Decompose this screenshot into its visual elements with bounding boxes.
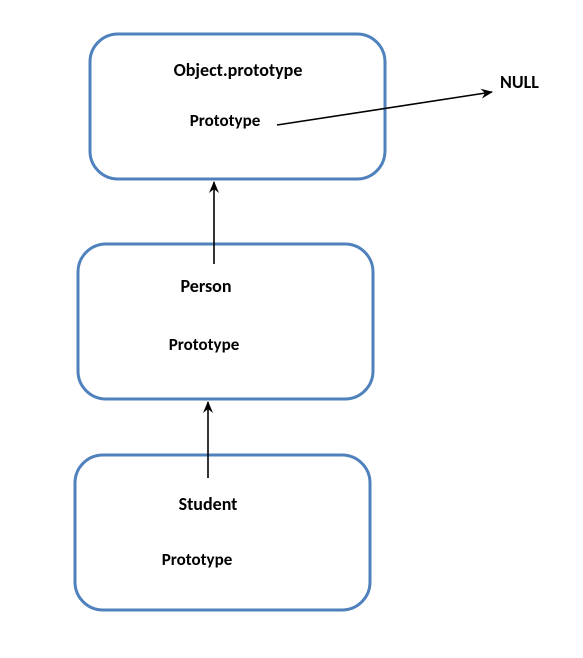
node-box — [90, 34, 385, 179]
node-student: Student Prototype — [75, 455, 370, 610]
node-person: Person Prototype — [78, 244, 373, 399]
node-title: Person — [180, 275, 231, 297]
null-label: NULL — [500, 71, 539, 93]
node-box — [75, 455, 370, 610]
node-subtitle: Prototype — [162, 549, 233, 570]
node-box — [78, 244, 373, 399]
node-object-prototype: Object.prototype Prototype — [90, 34, 385, 179]
node-subtitle: Prototype — [190, 110, 261, 131]
node-subtitle: Prototype — [169, 334, 240, 355]
prototype-chain-diagram: Object.prototype Prototype Person Protot… — [0, 0, 583, 658]
node-title: Student — [179, 493, 238, 515]
node-title: Object.prototype — [174, 59, 303, 81]
